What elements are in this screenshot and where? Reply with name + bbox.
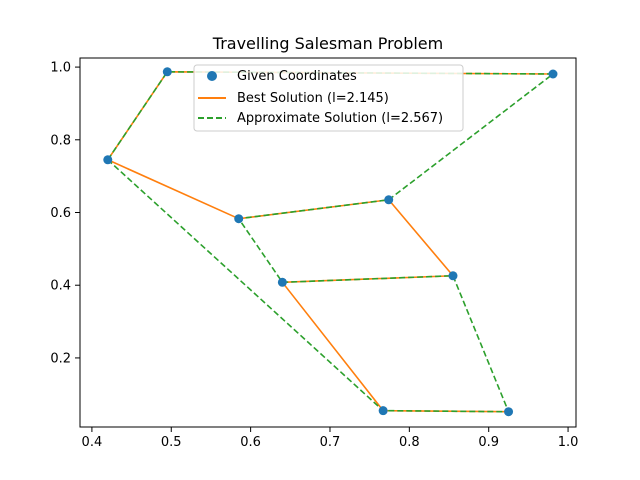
coordinate-point	[504, 407, 514, 417]
coordinate-point	[384, 195, 394, 205]
coordinate-point	[277, 277, 287, 287]
y-tick-label: 1.0	[50, 61, 71, 76]
legend-marker-given	[207, 71, 217, 81]
legend-label-approx: Approximate Solution (l=2.567)	[237, 111, 443, 126]
x-tick-label: 1.0	[558, 435, 579, 450]
legend-box	[193, 64, 464, 132]
chart-title: Travelling Salesman Problem	[212, 34, 443, 53]
coordinate-point	[378, 406, 388, 416]
axes-frame	[79, 57, 577, 428]
y-tick-label: 0.8	[50, 133, 71, 148]
legend-label-given: Given Coordinates	[237, 69, 357, 84]
coordinate-point	[234, 214, 244, 224]
y-tick-label: 0.2	[50, 351, 71, 366]
y-tick-label: 0.6	[50, 206, 71, 221]
coordinate-point	[103, 155, 113, 165]
x-tick-label: 0.5	[161, 435, 182, 450]
x-tick-label: 0.9	[478, 435, 499, 450]
x-tick-label: 0.4	[82, 435, 103, 450]
coordinate-point	[162, 67, 172, 77]
x-tick-label: 0.8	[399, 435, 420, 450]
legend: Given Coordinates Best Solution (l=2.145…	[193, 64, 464, 132]
x-tick-label: 0.6	[240, 435, 261, 450]
y-tick-label: 0.4	[50, 279, 71, 294]
coordinate-point	[548, 69, 558, 79]
coordinate-point	[448, 271, 458, 281]
x-tick-label: 0.7	[320, 435, 341, 450]
legend-label-best: Best Solution (l=2.145)	[237, 91, 389, 106]
